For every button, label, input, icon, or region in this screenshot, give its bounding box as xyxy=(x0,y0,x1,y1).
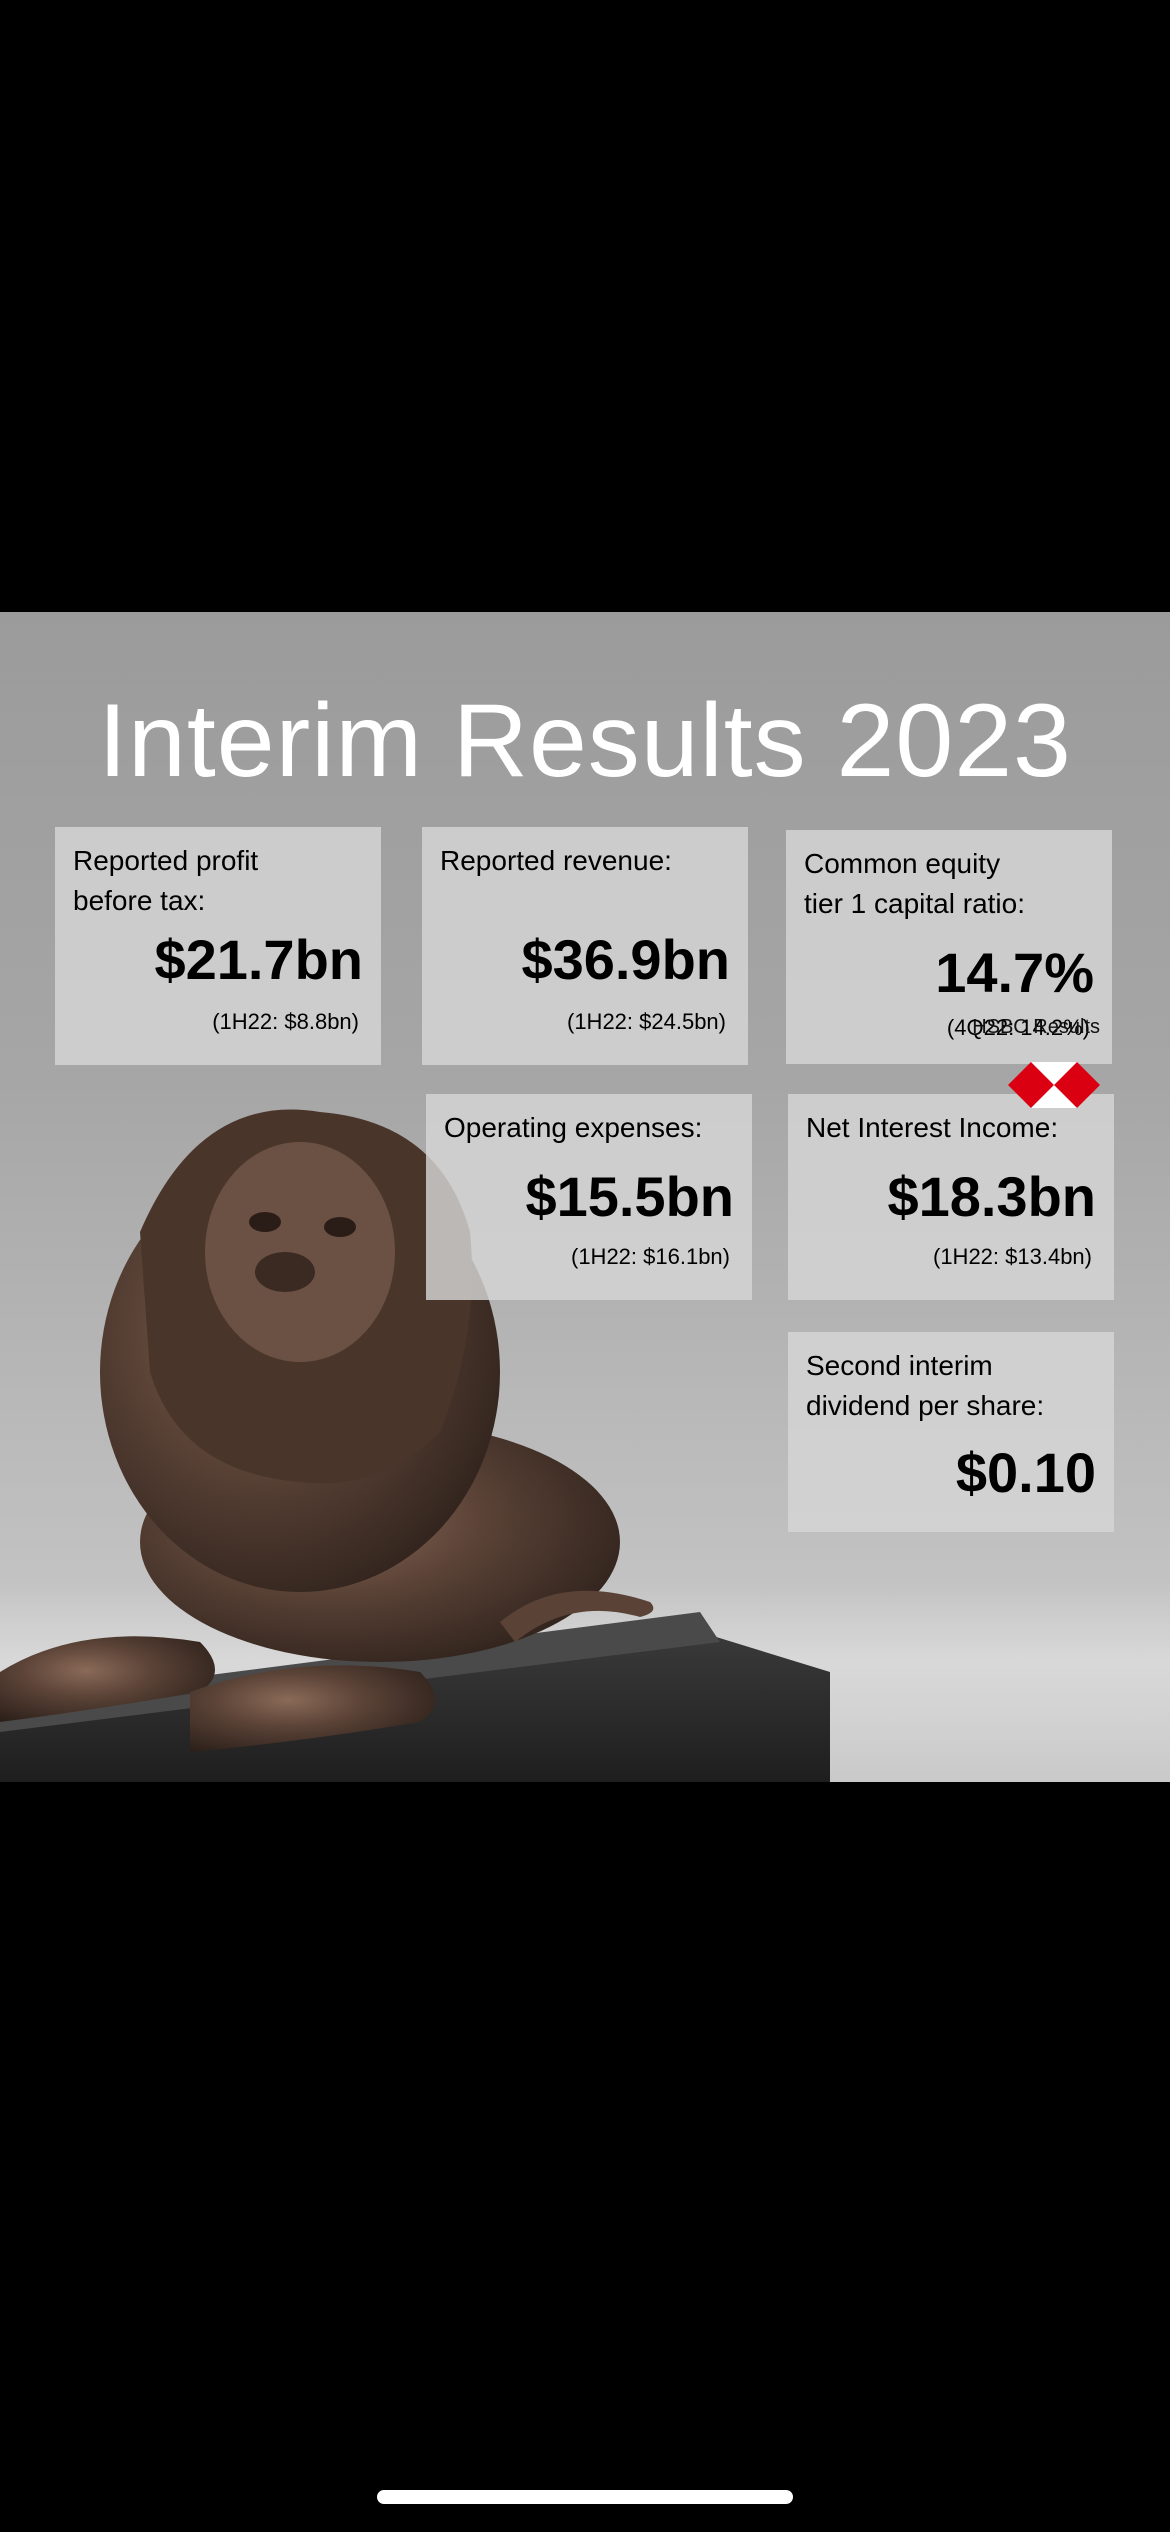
brand-text: HSBC Results xyxy=(972,1016,1100,1038)
card-label: Operating expenses: xyxy=(444,1112,703,1143)
hsbc-logo-icon xyxy=(1008,1062,1100,1108)
card-compare: (1H22: $8.8bn) xyxy=(212,1009,359,1034)
card-label: Net Interest Income: xyxy=(806,1112,1059,1143)
card-value: $0.10 xyxy=(955,1441,1096,1504)
page-title: Interim Results 2023 xyxy=(98,683,1072,799)
results-infographic: Interim Results 2023 Reported profit bef… xyxy=(0,612,1170,1782)
card-compare: (4Q22: 14.2%) xyxy=(946,1015,1090,1040)
cet1-ratio-card: Common equity tier 1 capital ratio: 14.7… xyxy=(786,830,1112,1064)
card-compare: (1H22: $24.5bn) xyxy=(567,1009,726,1034)
card-label: Reported profit before tax: xyxy=(73,845,259,916)
reported-profit-card: Reported profit before tax: $21.7bn (1H2… xyxy=(55,827,381,1065)
lion-statue-image xyxy=(0,1109,830,1782)
operating-expenses-card: Operating expenses: $15.5bn (1H22: $16.1… xyxy=(426,1094,752,1300)
card-value: $18.3bn xyxy=(887,1165,1096,1228)
card-label: Reported revenue: xyxy=(440,845,672,876)
card-compare: (1H22: $16.1bn) xyxy=(571,1244,730,1269)
reported-revenue-card: Reported revenue: $36.9bn (1H22: $24.5bn… xyxy=(422,827,748,1065)
card-value: 14.7% xyxy=(935,941,1094,1004)
card-value: $36.9bn xyxy=(521,928,730,991)
card-value: $21.7bn xyxy=(154,928,363,991)
card-value: $15.5bn xyxy=(525,1165,734,1228)
net-interest-income-card: Net Interest Income: $18.3bn (1H22: $13.… xyxy=(788,1094,1114,1300)
card-label: Second interim dividend per share: xyxy=(806,1350,1045,1421)
card-compare: (1H22: $13.4bn) xyxy=(933,1244,1092,1269)
card-label: Common equity tier 1 capital ratio: xyxy=(804,848,1025,919)
dividend-card: Second interim dividend per share: $0.10 xyxy=(788,1332,1114,1532)
home-indicator[interactable] xyxy=(377,2490,793,2504)
